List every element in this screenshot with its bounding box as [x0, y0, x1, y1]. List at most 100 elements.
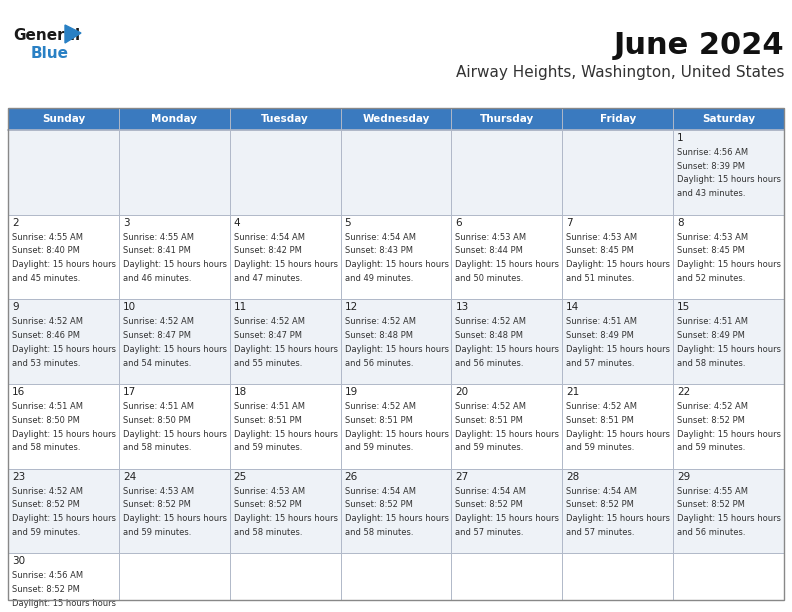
Text: and 59 minutes.: and 59 minutes. [12, 528, 80, 537]
Bar [673, 215, 784, 299]
Bar [673, 469, 784, 553]
Text: 16: 16 [12, 387, 25, 397]
Text: Monday: Monday [151, 114, 197, 124]
Bar [673, 384, 784, 469]
Text: Sunrise: 4:53 AM: Sunrise: 4:53 AM [455, 233, 527, 242]
Text: Sunrise: 4:51 AM: Sunrise: 4:51 AM [566, 318, 638, 326]
Text: and 58 minutes.: and 58 minutes. [12, 443, 81, 452]
Text: and 46 minutes.: and 46 minutes. [123, 274, 192, 283]
Text: Sunset: 8:40 PM: Sunset: 8:40 PM [12, 247, 80, 255]
Bar [562, 469, 673, 553]
Text: Sunrise: 4:52 AM: Sunrise: 4:52 AM [455, 318, 527, 326]
Text: Daylight: 15 hours hours: Daylight: 15 hours hours [12, 430, 116, 439]
Bar [341, 215, 451, 299]
Bar [119, 553, 230, 600]
Text: 17: 17 [123, 387, 136, 397]
Text: and 59 minutes.: and 59 minutes. [345, 443, 413, 452]
Text: 15: 15 [677, 302, 691, 312]
Bar [8, 108, 784, 600]
Text: Sunset: 8:49 PM: Sunset: 8:49 PM [677, 331, 745, 340]
Text: Sunset: 8:45 PM: Sunset: 8:45 PM [677, 247, 745, 255]
Bar [119, 108, 230, 130]
Bar [230, 299, 341, 384]
Text: Sunset: 8:52 PM: Sunset: 8:52 PM [123, 501, 191, 509]
Bar [119, 215, 230, 299]
Text: Sunset: 8:52 PM: Sunset: 8:52 PM [455, 501, 524, 509]
Text: 7: 7 [566, 218, 573, 228]
Bar [230, 130, 341, 215]
Text: 3: 3 [123, 218, 129, 228]
Text: 27: 27 [455, 472, 469, 482]
Bar [451, 384, 562, 469]
Bar [230, 215, 341, 299]
Text: Sunrise: 4:54 AM: Sunrise: 4:54 AM [455, 487, 527, 496]
Text: 29: 29 [677, 472, 691, 482]
Text: Daylight: 15 hours hours: Daylight: 15 hours hours [455, 514, 559, 523]
Text: Daylight: 15 hours hours: Daylight: 15 hours hours [455, 345, 559, 354]
Bar [673, 130, 784, 215]
Bar [562, 130, 673, 215]
Text: Daylight: 15 hours hours: Daylight: 15 hours hours [234, 345, 337, 354]
Bar [451, 215, 562, 299]
Text: Daylight: 15 hours hours: Daylight: 15 hours hours [234, 430, 337, 439]
Bar [673, 553, 784, 600]
Text: and 55 minutes.: and 55 minutes. [234, 359, 302, 368]
Text: Daylight: 15 hours hours: Daylight: 15 hours hours [566, 514, 670, 523]
Text: Sunrise: 4:52 AM: Sunrise: 4:52 AM [12, 487, 83, 496]
Bar [341, 299, 451, 384]
Text: Daylight: 15 hours hours: Daylight: 15 hours hours [455, 430, 559, 439]
Text: and 45 minutes.: and 45 minutes. [12, 274, 80, 283]
Text: 28: 28 [566, 472, 580, 482]
Text: 22: 22 [677, 387, 691, 397]
Text: Daylight: 15 hours hours: Daylight: 15 hours hours [123, 514, 227, 523]
Bar [8, 384, 119, 469]
Bar [562, 215, 673, 299]
Text: Sunrise: 4:54 AM: Sunrise: 4:54 AM [566, 487, 638, 496]
Text: and 59 minutes.: and 59 minutes. [566, 443, 634, 452]
Text: Sunset: 8:46 PM: Sunset: 8:46 PM [12, 331, 80, 340]
Text: Daylight: 15 hours hours: Daylight: 15 hours hours [12, 260, 116, 269]
Text: Airway Heights, Washington, United States: Airway Heights, Washington, United State… [455, 64, 784, 80]
Bar [8, 215, 119, 299]
Bar [451, 553, 562, 600]
Text: Sunset: 8:48 PM: Sunset: 8:48 PM [345, 331, 413, 340]
Text: 19: 19 [345, 387, 358, 397]
Text: Sunset: 8:51 PM: Sunset: 8:51 PM [566, 416, 634, 425]
Bar [230, 108, 341, 130]
Text: and 56 minutes.: and 56 minutes. [677, 528, 745, 537]
Text: 1: 1 [677, 133, 683, 143]
Text: Sunrise: 4:52 AM: Sunrise: 4:52 AM [566, 402, 638, 411]
Text: Sunrise: 4:56 AM: Sunrise: 4:56 AM [12, 572, 83, 580]
Text: and 59 minutes.: and 59 minutes. [455, 443, 524, 452]
Text: Saturday: Saturday [702, 114, 755, 124]
Text: Sunset: 8:51 PM: Sunset: 8:51 PM [234, 416, 302, 425]
Text: Daylight: 15 hours hours: Daylight: 15 hours hours [345, 260, 448, 269]
Text: 2: 2 [12, 218, 19, 228]
Text: Sunrise: 4:51 AM: Sunrise: 4:51 AM [234, 402, 305, 411]
Text: Sunrise: 4:51 AM: Sunrise: 4:51 AM [12, 402, 83, 411]
Bar [341, 108, 451, 130]
Text: and 59 minutes.: and 59 minutes. [123, 528, 191, 537]
Text: Daylight: 15 hours hours: Daylight: 15 hours hours [12, 345, 116, 354]
Text: and 51 minutes.: and 51 minutes. [566, 274, 634, 283]
Bar [562, 108, 673, 130]
Text: Daylight: 15 hours hours: Daylight: 15 hours hours [566, 430, 670, 439]
Text: 11: 11 [234, 302, 247, 312]
Bar [119, 384, 230, 469]
Bar [230, 384, 341, 469]
Text: Sunrise: 4:52 AM: Sunrise: 4:52 AM [345, 318, 416, 326]
Text: Daylight: 15 hours hours: Daylight: 15 hours hours [234, 260, 337, 269]
Text: Sunset: 8:52 PM: Sunset: 8:52 PM [12, 501, 80, 509]
Text: 25: 25 [234, 472, 247, 482]
Bar [8, 469, 119, 553]
Text: and 53 minutes.: and 53 minutes. [12, 359, 81, 368]
Text: Daylight: 15 hours hours: Daylight: 15 hours hours [677, 430, 781, 439]
Text: Sunset: 8:48 PM: Sunset: 8:48 PM [455, 331, 524, 340]
Text: Daylight: 15 hours hours: Daylight: 15 hours hours [12, 514, 116, 523]
Text: 13: 13 [455, 302, 469, 312]
Text: 18: 18 [234, 387, 247, 397]
Text: 10: 10 [123, 302, 136, 312]
Text: Sunrise: 4:53 AM: Sunrise: 4:53 AM [566, 233, 638, 242]
Bar [119, 130, 230, 215]
Text: Sunrise: 4:55 AM: Sunrise: 4:55 AM [677, 487, 748, 496]
